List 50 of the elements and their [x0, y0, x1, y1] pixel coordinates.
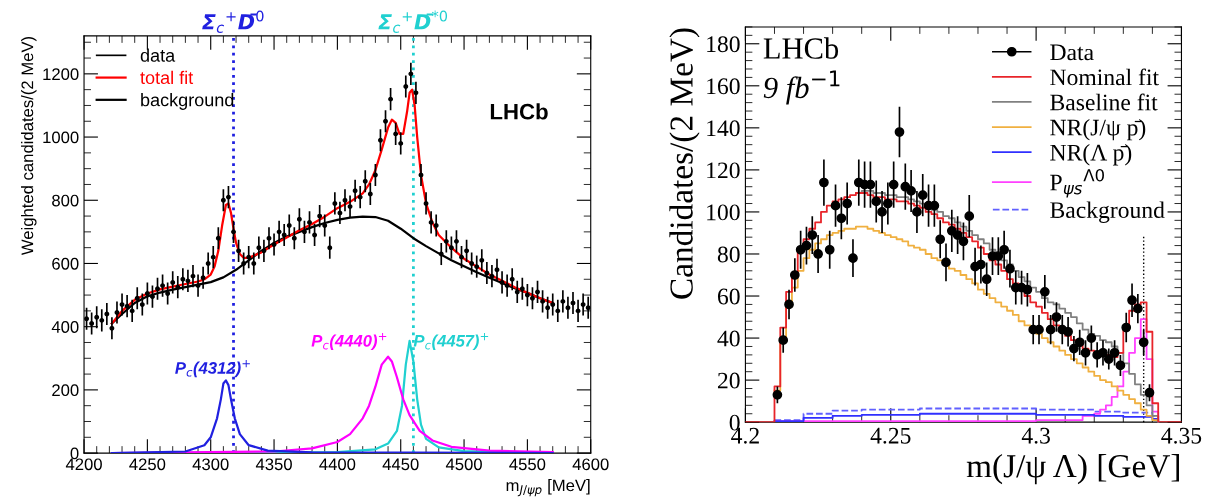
x-axis-title: m(J/ψ Λ) [GeV]: [966, 453, 1179, 485]
legend-label: data: [140, 48, 176, 62]
legend-label: NR(Λ p̄): [1050, 144, 1132, 166]
y-tick-label: 800: [52, 194, 79, 207]
x-tick-label: 4.3: [1021, 427, 1050, 444]
y-axis-title: Candidates/(2 MeV): [669, 28, 700, 299]
legend-label: total fit: [140, 70, 194, 85]
y-tick-label: 1200: [43, 68, 79, 81]
y-tick-label: 40: [717, 330, 740, 347]
x-tick-label: 4300: [192, 458, 229, 471]
y-axis-title: Weighted candidates/(2 MeV): [21, 36, 37, 256]
x-tick-label: 4450: [382, 458, 419, 471]
x-axis-title: m$_{J/ψp}$ [MeV]: [506, 479, 590, 497]
ref-line-label: Σ$_{c}$$^{+}$D̄$^{0}$: [202, 10, 264, 33]
y-tick-label: 1000: [43, 131, 79, 144]
legend-label: Data: [1050, 44, 1094, 61]
y-tick-label: 120: [707, 162, 740, 179]
annotation: P$_{c}$(4312)$^{+}$: [175, 360, 250, 378]
x-tick-label: 4250: [129, 458, 166, 471]
y-tick-label: 140: [707, 120, 740, 137]
x-tick-label: 4400: [319, 458, 356, 471]
x-tick-label: 4.25: [870, 427, 911, 444]
legend-label: Baseline fit: [1050, 93, 1158, 111]
legend-label: background: [141, 93, 234, 110]
x-tick-label: 4600: [572, 458, 609, 471]
y-tick-label: 20: [717, 372, 740, 389]
y-tick-label: 100: [707, 204, 740, 221]
y-tick-label: 60: [717, 288, 740, 305]
y-tick-label: 600: [52, 257, 79, 270]
y-tick-label: 180: [707, 36, 740, 53]
y-tick-label: 80: [717, 246, 740, 263]
annotation: LHCb: [490, 103, 548, 120]
x-tick-label: 4350: [255, 458, 292, 471]
legend-label: Nominal fit: [1050, 68, 1159, 86]
annotation: LHCb: [763, 37, 839, 59]
annotation: P$_{c}$(4457)$^{+}$: [413, 332, 489, 351]
legend-label: NR(J/ψ p̄): [1050, 118, 1146, 141]
y-tick-label: 400: [51, 321, 79, 333]
legend-label: Background: [1050, 201, 1165, 223]
y-tick-label: 200: [52, 384, 79, 397]
legend-label: P$_{ψs}$$^{Λ0}$: [1050, 168, 1104, 198]
x-tick-label: 4200: [65, 458, 102, 471]
y-tick-label: 160: [707, 78, 740, 95]
x-tick-label: 4.35: [1161, 427, 1202, 444]
x-tick-label: 4550: [509, 458, 546, 471]
x-tick-label: 4500: [445, 458, 482, 471]
annotation: 9 fb$^{−1}$: [763, 70, 840, 105]
ref-line-label: Σ$_{c}$$^{+}$D̄$^{*0}$: [378, 10, 448, 33]
y-tick-label: 0: [70, 447, 79, 460]
annotation: P$_{c}$(4440)$^{+}$: [311, 332, 387, 351]
